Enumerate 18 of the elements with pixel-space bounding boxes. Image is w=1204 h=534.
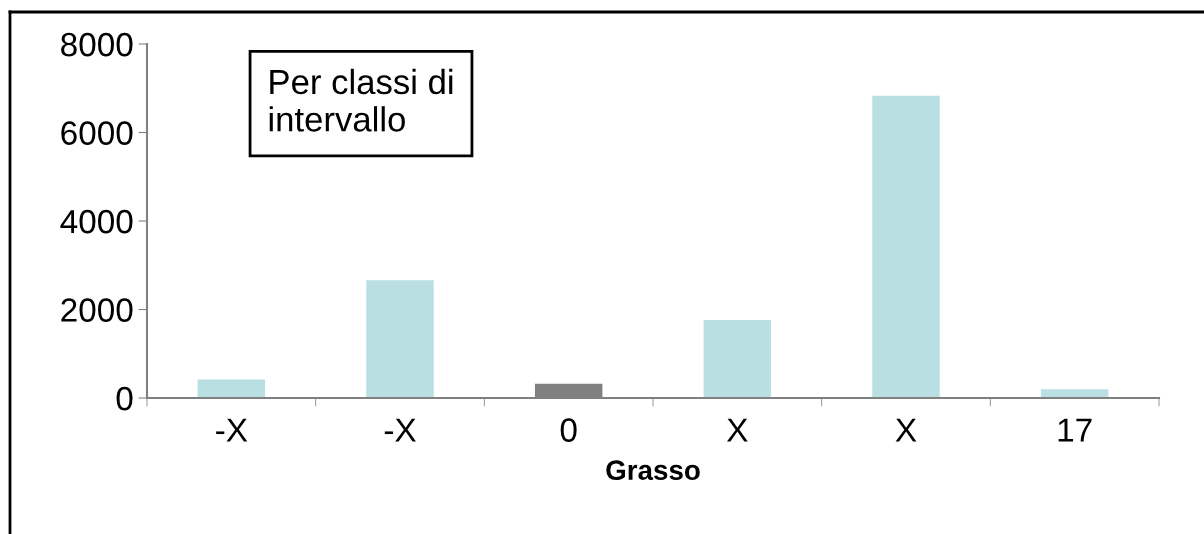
y-tick-label: 0 <box>116 386 133 411</box>
bar <box>703 320 772 398</box>
bar <box>366 280 434 398</box>
x-tick-label: -X <box>216 418 248 442</box>
x-tick-label: -X <box>384 418 416 442</box>
x-tick-label: 0 <box>560 418 577 442</box>
y-tick-label: 4000 <box>60 209 133 234</box>
y-tick-label: 8000 <box>61 32 133 57</box>
x-axis-title: Grasso <box>606 460 700 481</box>
bar <box>872 95 940 398</box>
bar <box>197 379 266 398</box>
x-tick-label: X <box>895 418 917 442</box>
y-tick-label: 6000 <box>61 121 133 145</box>
x-tick-label: X <box>726 418 748 442</box>
annotation: Per classi di intervallo <box>269 68 453 132</box>
x-tick-label: 17 <box>1058 418 1092 442</box>
bar <box>1040 389 1109 398</box>
y-tick-label: 2000 <box>61 298 133 322</box>
